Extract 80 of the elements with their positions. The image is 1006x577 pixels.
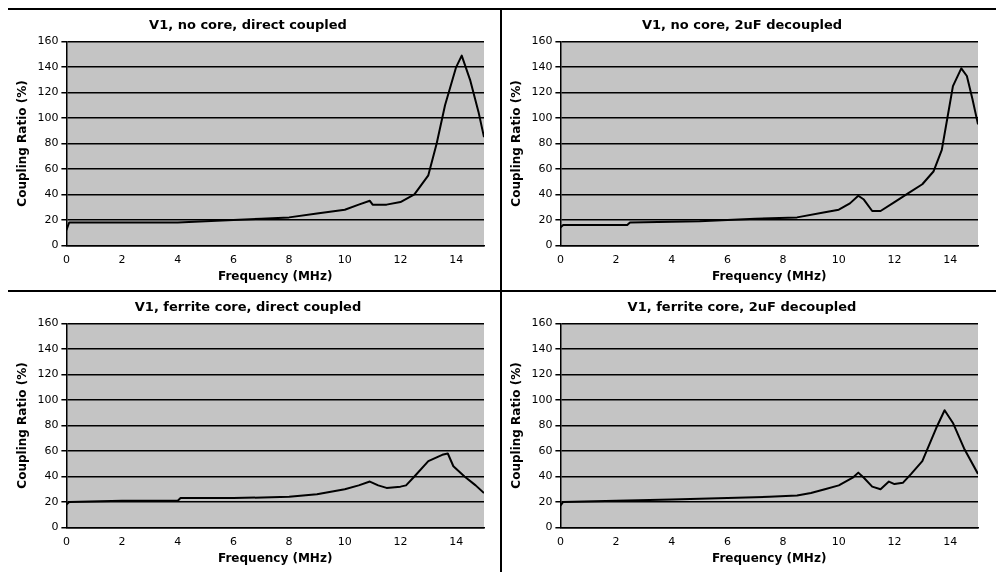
y-tick-label: 60 (44, 161, 59, 175)
y-tick-label: 160 (37, 316, 59, 330)
x-tick-label: 8 (285, 534, 293, 548)
y-tick-label: 140 (531, 341, 553, 355)
y-tick-label: 100 (37, 392, 59, 406)
x-axis-title: Frequency (MHz) (218, 550, 333, 565)
x-tick-label: 10 (337, 534, 352, 548)
x-tick-label: 8 (779, 252, 787, 266)
x-tick-label: 0 (62, 252, 70, 266)
y-tick-label: 140 (37, 341, 59, 355)
x-tick-label: 2 (118, 534, 126, 548)
x-tick-label: 8 (779, 534, 787, 548)
y-tick-label: 120 (531, 367, 553, 381)
y-tick-label: 0 (51, 238, 59, 252)
x-tick-label: 4 (174, 252, 182, 266)
y-tick-label: 120 (531, 85, 553, 99)
x-axis-title: Frequency (MHz) (712, 268, 827, 283)
y-tick-label: 0 (51, 520, 59, 534)
x-tick-label: 14 (943, 534, 958, 548)
x-tick-label: 10 (831, 252, 846, 266)
x-tick-label: 2 (612, 534, 620, 548)
y-tick-label: 140 (531, 59, 553, 73)
x-axis-title: Frequency (MHz) (712, 550, 827, 565)
chart-title: V1, ferrite core, 2uF decoupled (627, 299, 857, 315)
x-tick-label: 4 (668, 252, 676, 266)
x-axis-title: Frequency (MHz) (218, 268, 333, 283)
y-tick-label: 20 (538, 494, 553, 508)
x-tick-label: 0 (62, 534, 70, 548)
x-tick-label: 2 (118, 252, 126, 266)
x-tick-label: 12 (393, 252, 408, 266)
x-tick-label: 8 (285, 252, 293, 266)
y-tick-label: 0 (545, 520, 553, 534)
x-tick-label: 10 (831, 534, 846, 548)
y-axis-title: Coupling Ratio (%) (15, 80, 30, 207)
x-tick-label: 6 (229, 252, 237, 266)
x-tick-label: 14 (449, 252, 464, 266)
y-axis-title: Coupling Ratio (%) (509, 362, 524, 489)
y-tick-label: 40 (44, 187, 59, 201)
y-tick-label: 160 (531, 316, 553, 330)
y-tick-label: 100 (37, 110, 59, 124)
y-tick-label: 80 (538, 418, 553, 432)
y-tick-label: 40 (538, 187, 553, 201)
x-tick-label: 12 (887, 534, 902, 548)
y-tick-label: 60 (538, 161, 553, 175)
x-tick-label: 14 (943, 252, 958, 266)
y-tick-label: 20 (44, 212, 59, 226)
x-tick-label: 12 (393, 534, 408, 548)
y-tick-label: 60 (44, 443, 59, 457)
y-tick-label: 0 (545, 238, 553, 252)
y-tick-label: 20 (44, 494, 59, 508)
y-tick-label: 160 (37, 34, 59, 48)
y-axis-title: Coupling Ratio (%) (15, 362, 30, 489)
chart-title: V1, no core, direct coupled (149, 17, 347, 33)
x-tick-label: 4 (174, 534, 182, 548)
y-tick-label: 100 (531, 392, 553, 406)
x-tick-label: 6 (723, 534, 731, 548)
y-tick-label: 80 (44, 418, 59, 432)
y-tick-label: 120 (37, 367, 59, 381)
y-tick-label: 160 (531, 34, 553, 48)
y-tick-label: 40 (538, 469, 553, 483)
x-tick-label: 14 (449, 534, 464, 548)
x-tick-label: 6 (229, 534, 237, 548)
y-tick-label: 80 (44, 136, 59, 150)
x-tick-label: 10 (337, 252, 352, 266)
x-tick-label: 0 (556, 534, 564, 548)
y-tick-label: 120 (37, 85, 59, 99)
y-tick-label: 100 (531, 110, 553, 124)
x-tick-label: 2 (612, 252, 620, 266)
y-axis-title: Coupling Ratio (%) (509, 80, 524, 207)
y-tick-label: 80 (538, 136, 553, 150)
x-tick-label: 0 (556, 252, 564, 266)
chart-title: V1, ferrite core, direct coupled (134, 299, 362, 315)
y-tick-label: 40 (44, 469, 59, 483)
y-tick-label: 60 (538, 443, 553, 457)
x-tick-label: 6 (723, 252, 731, 266)
y-tick-label: 20 (538, 212, 553, 226)
chart-title: V1, no core, 2uF decoupled (641, 17, 843, 33)
y-tick-label: 140 (37, 59, 59, 73)
x-tick-label: 4 (668, 534, 676, 548)
x-tick-label: 12 (887, 252, 902, 266)
